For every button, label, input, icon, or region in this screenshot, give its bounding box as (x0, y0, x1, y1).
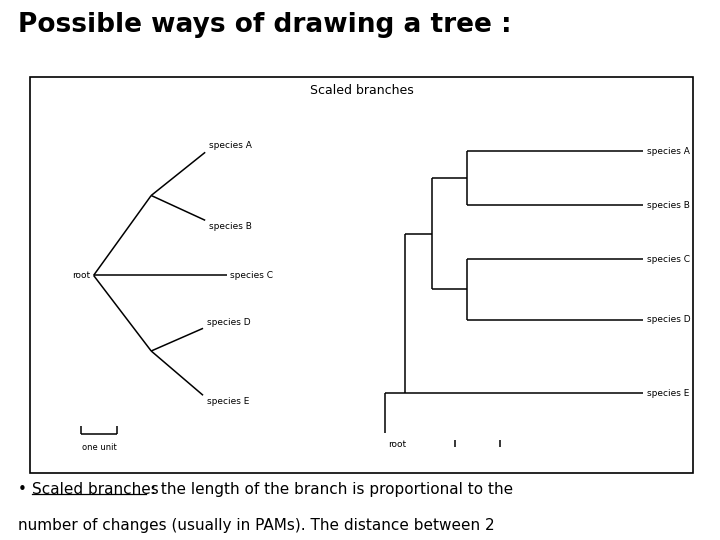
Text: species E: species E (207, 397, 249, 406)
Text: Scaled branches: Scaled branches (32, 482, 159, 497)
Text: species E: species E (647, 389, 689, 397)
Text: species D: species D (207, 318, 251, 327)
Text: •: • (18, 482, 27, 497)
Text: species B: species B (209, 222, 252, 231)
Text: : the length of the branch is proportional to the: : the length of the branch is proportion… (146, 482, 513, 497)
Text: root: root (388, 440, 406, 449)
Text: species A: species A (647, 147, 690, 156)
Text: species D: species D (647, 315, 690, 324)
Text: one unit: one unit (82, 443, 117, 453)
Text: species C: species C (647, 255, 690, 264)
Text: species B: species B (647, 201, 690, 210)
Text: Scaled branches: Scaled branches (310, 84, 413, 97)
Bar (30, 77, 693, 472)
Text: root: root (72, 271, 90, 280)
Text: species C: species C (230, 271, 274, 280)
Text: species A: species A (209, 141, 252, 150)
Text: number of changes (usually in PAMs). The distance between 2: number of changes (usually in PAMs). The… (18, 518, 495, 534)
Text: Possible ways of drawing a tree :: Possible ways of drawing a tree : (18, 12, 512, 38)
